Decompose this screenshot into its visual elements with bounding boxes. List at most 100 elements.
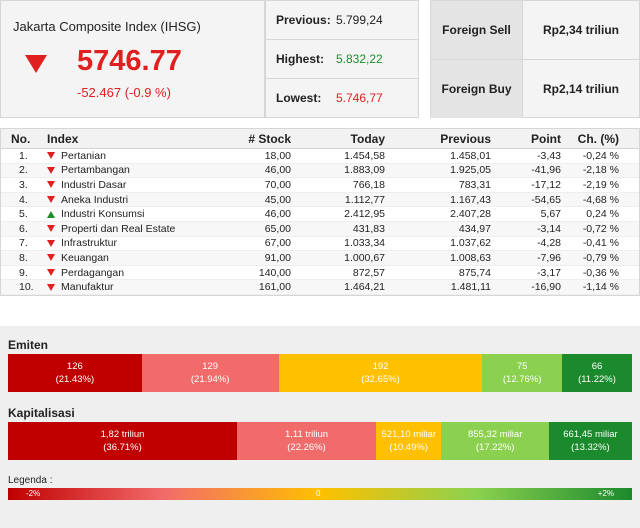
- header-stock: # Stock: [248, 131, 291, 146]
- foreign-sell-row: Foreign Sell Rp2,34 triliun: [431, 1, 639, 60]
- table-row: 4. Aneka Industri 45,00 1.112,77 1.167,43 -54…: [1, 192, 639, 208]
- kapitalisasi-segment: 1,11 triliun (22.26%): [237, 422, 376, 460]
- foreign-sell-label: Foreign Sell: [431, 1, 523, 59]
- cell-previous: 1.458,01: [450, 149, 491, 162]
- table-body: 1. Pertanian 18,00 1.454,58 1.458,01 -3,43 -0,…: [1, 149, 639, 295]
- cell-stock: 65,00: [264, 222, 291, 235]
- kapitalisasi-segment-pct: (22.26%): [287, 442, 326, 453]
- cell-stock: 18,00: [264, 149, 291, 162]
- foreign-buy-value: Rp2,14 triliun: [542, 82, 619, 96]
- cell-no: 9.: [19, 266, 28, 279]
- cell-no: 1.: [19, 149, 28, 162]
- stat-value: 5.746,77: [336, 91, 383, 105]
- cell-change: -2,18 %: [582, 164, 619, 177]
- cell-change: -0,72 %: [582, 222, 619, 235]
- ihsg-stats-panel: Previous: 5.799,24 Highest: 5.832,22 Low…: [265, 0, 419, 118]
- cell-previous: 2.407,28: [450, 208, 491, 221]
- cell-today: 1.454,58: [344, 149, 385, 162]
- cell-change: -4,68 %: [582, 193, 619, 206]
- sector-name: Keuangan: [61, 251, 109, 264]
- cell-point: -7,96: [537, 251, 561, 264]
- kapitalisasi-segment-value: 855,32 miliar: [467, 429, 523, 440]
- legend-mid: 0: [316, 489, 321, 498]
- kapitalisasi-segment: 855,32 miliar (17.22%): [441, 422, 549, 460]
- emiten-segment: 66 (11.22%): [561, 354, 632, 392]
- cell-change: -1,14 %: [582, 281, 619, 294]
- header-index: Index: [47, 131, 79, 146]
- cell-name: Keuangan: [47, 251, 247, 265]
- cell-name: Industri Dasar: [47, 178, 247, 192]
- header-no: No.: [11, 131, 31, 146]
- cell-today: 431,83: [352, 222, 385, 235]
- cell-no: 7.: [19, 237, 28, 250]
- table-row: 3. Industri Dasar 70,00 766,18 783,31 -17,12 -…: [1, 178, 639, 193]
- table-row: 1. Pertanian 18,00 1.454,58 1.458,01 -3,43 -0,…: [1, 149, 639, 164]
- foreign-sell-value: Rp2,34 triliun: [542, 23, 619, 37]
- cell-change: -0,36 %: [582, 266, 619, 279]
- cell-name: Perdagangan: [47, 266, 247, 280]
- cell-today: 1.883,09: [344, 164, 385, 177]
- kapitalisasi-title: Kapitalisasi: [8, 406, 75, 420]
- stat-highest: Highest: 5.832,22: [266, 40, 418, 79]
- kapitalisasi-segment-pct: (13.32%): [571, 442, 610, 453]
- emiten-segment-pct: (12.76%): [502, 374, 542, 385]
- emiten-segment-pct: (21.94%): [190, 374, 230, 385]
- cell-name: Industri Konsumsi: [47, 207, 247, 221]
- cell-point: -17,12: [531, 178, 561, 191]
- cell-name: Properti dan Real Estate: [47, 222, 247, 236]
- down-arrow-icon: [47, 269, 55, 277]
- header-point: Point: [531, 131, 561, 146]
- table-row: 7. Infrastruktur 67,00 1.033,34 1.037,62 -4,2…: [1, 237, 639, 252]
- cell-name: Aneka Industri: [47, 193, 247, 207]
- sector-name: Industri Dasar: [61, 178, 127, 191]
- sector-name: Manufaktur: [61, 281, 114, 294]
- up-arrow-icon: [47, 210, 55, 218]
- emiten-segment-pct: (11.22%): [578, 374, 616, 385]
- cell-stock: 91,00: [264, 251, 291, 264]
- header-change: Ch. (%): [577, 131, 619, 146]
- market-summary: Jakarta Composite Index (IHSG) 5746.77 -…: [0, 0, 640, 118]
- sector-name: Pertanian: [61, 149, 106, 162]
- cell-today: 872,57: [352, 266, 385, 279]
- kapitalisasi-segment: 1,82 triliun (36.71%): [8, 422, 238, 460]
- cell-name: Manufaktur: [47, 280, 247, 294]
- legend-gradient-bar: -2% 0 +2%: [8, 488, 632, 500]
- sector-name: Aneka Industri: [61, 193, 129, 206]
- cell-previous: 783,31: [458, 178, 491, 191]
- kapitalisasi-segment-pct: (10.49%): [389, 442, 428, 453]
- cell-change: -0,24 %: [582, 149, 619, 162]
- stat-lowest: Lowest: 5.746,77: [266, 79, 418, 118]
- kapitalisasi-bar: 1,82 triliun (36.71%) 1,11 triliun (22.26%)…: [8, 422, 632, 460]
- kapitalisasi-segment-value: 1,11 triliun: [284, 429, 329, 440]
- kapitalisasi-segment: 521,10 miliar (10.49%): [375, 422, 442, 460]
- kapitalisasi-segment-value: 1,82 triliun: [100, 429, 145, 440]
- emiten-segment: 192 (32.65%): [278, 354, 483, 392]
- cell-stock: 67,00: [264, 237, 291, 250]
- kapitalisasi-segment-pct: (36.71%): [103, 442, 142, 453]
- sector-name: Pertambangan: [61, 164, 130, 177]
- cell-no: 5.: [19, 208, 28, 221]
- emiten-segment: 126 (21.43%): [8, 354, 142, 392]
- emiten-segment-value: 129: [202, 361, 219, 372]
- cell-previous: 434,97: [458, 222, 491, 235]
- cell-name: Infrastruktur: [47, 237, 247, 251]
- cell-stock: 140,00: [258, 266, 291, 279]
- cell-stock: 70,00: [264, 178, 291, 191]
- cell-point: -4,28: [537, 237, 561, 250]
- table-row: 2. Pertambangan 46,00 1.883,09 1.925,05 -41,9…: [1, 163, 639, 179]
- cell-previous: 1.008,63: [450, 251, 491, 264]
- cell-previous: 875,74: [458, 266, 491, 279]
- emiten-segment-value: 75: [516, 361, 528, 372]
- table-row: 9. Perdagangan 140,00 872,57 875,74 -3,17 -0,3…: [1, 266, 639, 281]
- cell-stock: 161,00: [258, 281, 291, 294]
- header-previous: Previous: [440, 131, 491, 146]
- emiten-segment: 75 (12.76%): [482, 354, 562, 392]
- stat-value: 5.832,22: [336, 52, 383, 66]
- legend-title: Legenda :: [8, 475, 53, 486]
- cell-today: 1.033,34: [344, 237, 385, 250]
- stat-value: 5.799,24: [336, 13, 383, 27]
- cell-change: -0,41 %: [582, 237, 619, 250]
- sector-name: Perdagangan: [61, 266, 125, 279]
- cell-previous: 1.481,11: [450, 281, 491, 294]
- sector-name: Industri Konsumsi: [61, 208, 145, 221]
